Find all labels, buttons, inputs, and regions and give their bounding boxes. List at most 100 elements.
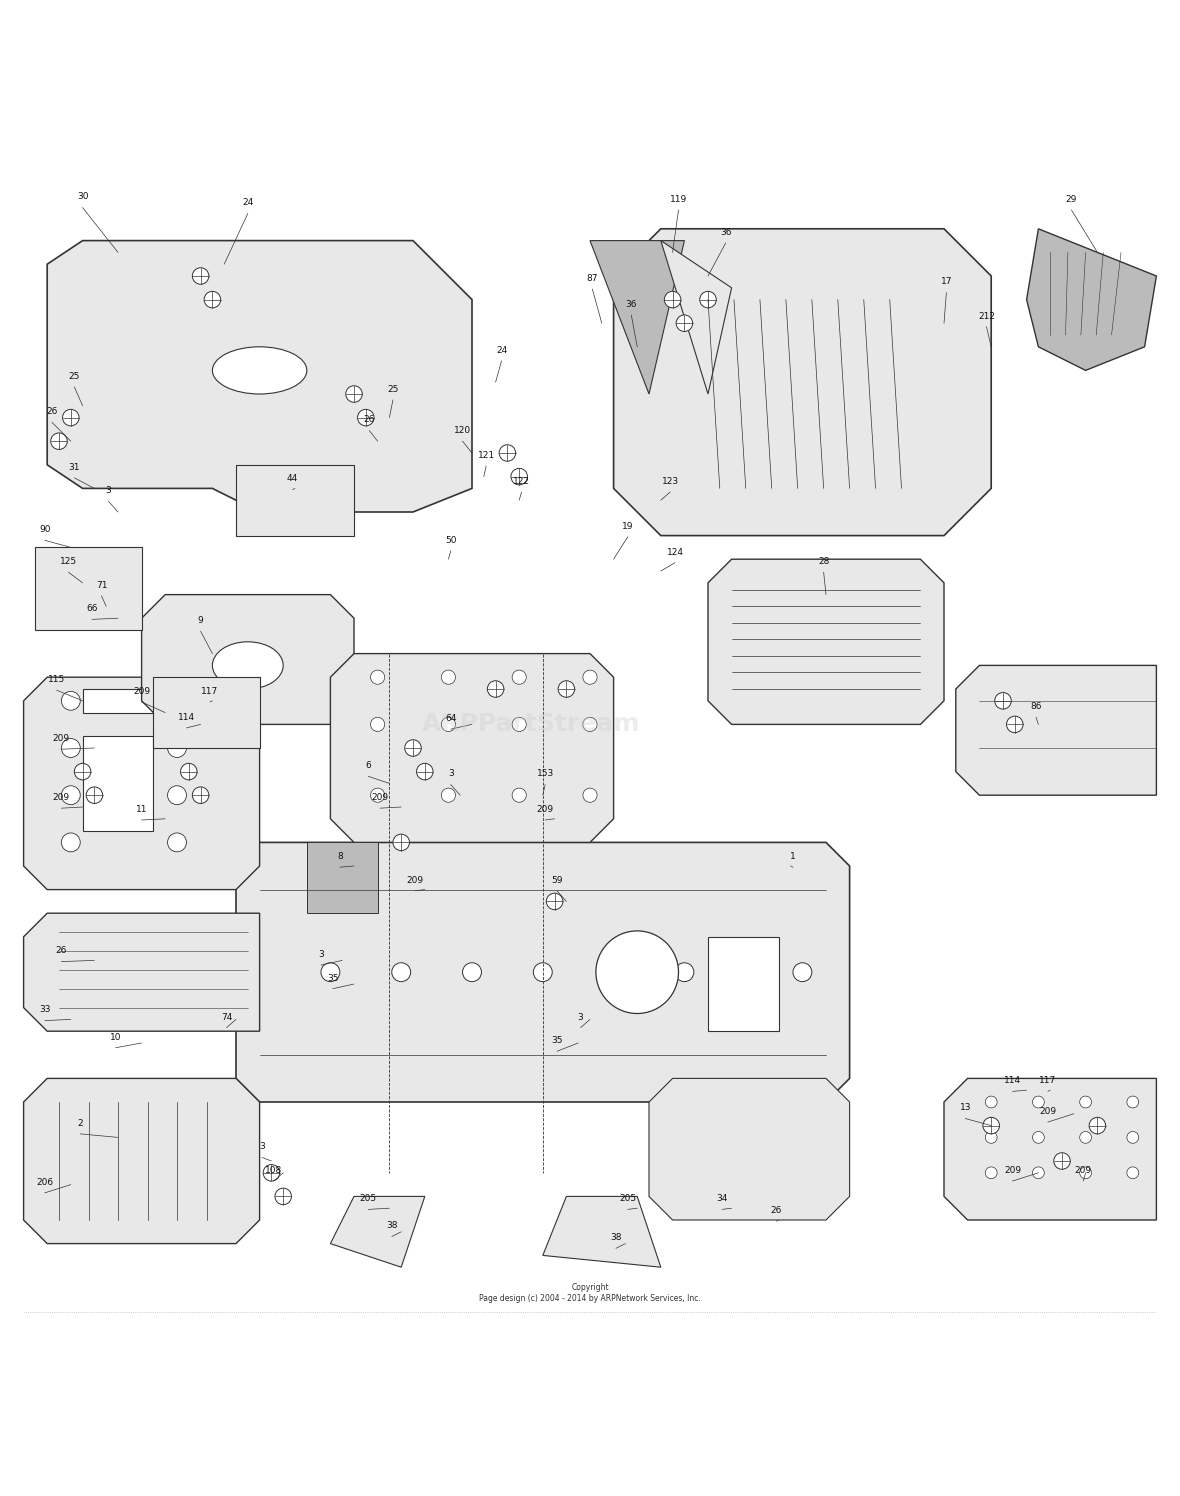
Polygon shape: [307, 842, 378, 913]
Circle shape: [558, 681, 575, 697]
Text: 31: 31: [68, 462, 80, 471]
Circle shape: [168, 833, 186, 851]
Circle shape: [995, 693, 1011, 709]
Text: 2: 2: [78, 1119, 83, 1128]
Text: 125: 125: [60, 557, 77, 565]
Text: 209: 209: [407, 875, 424, 884]
Polygon shape: [543, 1197, 661, 1267]
Text: 10: 10: [110, 1032, 122, 1041]
Text: 35: 35: [551, 1037, 563, 1046]
Circle shape: [417, 763, 433, 779]
Text: 206: 206: [37, 1177, 53, 1186]
Text: 59: 59: [551, 875, 563, 884]
Polygon shape: [661, 241, 732, 393]
Circle shape: [1080, 1131, 1092, 1143]
Text: 153: 153: [537, 769, 553, 778]
Text: 38: 38: [386, 1221, 398, 1230]
Text: 66: 66: [86, 604, 98, 613]
Circle shape: [1080, 1167, 1092, 1179]
Circle shape: [583, 670, 597, 684]
Circle shape: [1089, 1118, 1106, 1134]
Text: 205: 205: [620, 1194, 636, 1203]
Text: 119: 119: [670, 194, 687, 203]
Circle shape: [985, 1167, 997, 1179]
Text: 28: 28: [818, 557, 830, 565]
Circle shape: [512, 670, 526, 684]
Polygon shape: [614, 229, 991, 536]
Circle shape: [168, 691, 186, 711]
Circle shape: [74, 763, 91, 779]
Circle shape: [546, 893, 563, 910]
Circle shape: [512, 717, 526, 732]
Text: 26: 26: [46, 407, 58, 416]
Circle shape: [1032, 1167, 1044, 1179]
Circle shape: [499, 444, 516, 461]
Circle shape: [985, 1097, 997, 1109]
Circle shape: [346, 386, 362, 402]
Circle shape: [1054, 1153, 1070, 1170]
Ellipse shape: [212, 642, 283, 690]
Circle shape: [371, 788, 385, 802]
Text: 50: 50: [445, 536, 457, 545]
Text: 33: 33: [39, 1005, 51, 1014]
Circle shape: [192, 787, 209, 803]
Circle shape: [511, 468, 527, 485]
Circle shape: [700, 292, 716, 308]
Polygon shape: [1027, 229, 1156, 371]
Text: 19: 19: [622, 522, 634, 531]
Text: 209: 209: [537, 805, 553, 814]
Text: 3: 3: [106, 486, 111, 495]
Text: 3: 3: [578, 1013, 583, 1022]
Circle shape: [61, 739, 80, 757]
Circle shape: [371, 717, 385, 732]
Circle shape: [181, 763, 197, 779]
Text: 44: 44: [287, 474, 299, 483]
Text: 6: 6: [366, 761, 371, 770]
Circle shape: [1127, 1131, 1139, 1143]
Polygon shape: [590, 241, 684, 393]
Text: Copyright
Page design (c) 2004 - 2014 by ARPNetwork Services, Inc.: Copyright Page design (c) 2004 - 2014 by…: [479, 1284, 701, 1303]
Polygon shape: [330, 654, 614, 842]
Text: 114: 114: [1004, 1076, 1021, 1085]
Circle shape: [392, 963, 411, 981]
Circle shape: [393, 835, 409, 851]
Circle shape: [441, 717, 455, 732]
Text: 36: 36: [720, 227, 732, 236]
Text: 209: 209: [1040, 1107, 1056, 1116]
Text: 120: 120: [454, 426, 471, 435]
Circle shape: [983, 1118, 999, 1134]
Text: 71: 71: [96, 580, 107, 589]
Circle shape: [463, 963, 481, 981]
Circle shape: [1007, 717, 1023, 733]
Text: 38: 38: [610, 1233, 622, 1242]
Text: 13: 13: [959, 1104, 971, 1113]
Text: 209: 209: [53, 793, 70, 802]
Circle shape: [1127, 1097, 1139, 1109]
Text: ARPPartStream: ARPPartStream: [421, 712, 641, 736]
Bar: [83, 690, 153, 712]
Circle shape: [168, 785, 186, 805]
Circle shape: [275, 1188, 291, 1204]
Text: 115: 115: [48, 675, 65, 684]
Circle shape: [441, 670, 455, 684]
Circle shape: [676, 316, 693, 332]
Text: 24: 24: [242, 199, 254, 208]
Polygon shape: [24, 913, 260, 1031]
Polygon shape: [47, 241, 472, 512]
Circle shape: [63, 410, 79, 426]
Circle shape: [1032, 1131, 1044, 1143]
Bar: [708, 936, 779, 1031]
Text: 24: 24: [496, 346, 507, 355]
Circle shape: [371, 670, 385, 684]
Text: 209: 209: [1075, 1165, 1092, 1174]
Circle shape: [664, 292, 681, 308]
Text: 3: 3: [319, 950, 323, 959]
Circle shape: [596, 931, 678, 1013]
Text: 205: 205: [360, 1194, 376, 1203]
Text: 117: 117: [1040, 1076, 1056, 1085]
Polygon shape: [236, 842, 850, 1103]
Text: 9: 9: [198, 616, 203, 625]
Polygon shape: [24, 1079, 260, 1243]
Text: 25: 25: [68, 373, 80, 381]
Bar: [83, 736, 153, 830]
